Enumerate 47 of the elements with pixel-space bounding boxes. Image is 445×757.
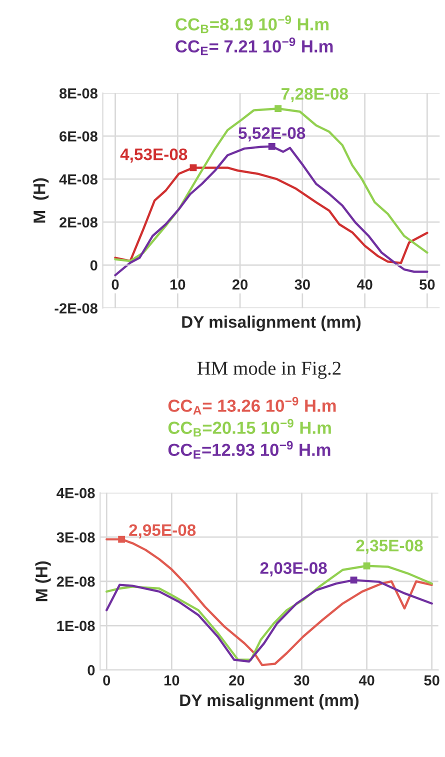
x-tick-label: 30 bbox=[294, 279, 310, 290]
y-tick-label: 2E-08 bbox=[60, 217, 98, 228]
point bbox=[190, 164, 197, 172]
x-tick-label: 10 bbox=[164, 675, 180, 686]
point bbox=[274, 105, 282, 112]
annotation: 2,95E-08 bbox=[129, 524, 196, 538]
point bbox=[268, 142, 276, 150]
x-tick-label: 30 bbox=[294, 675, 310, 686]
x-tick-label: 40 bbox=[358, 675, 374, 686]
text: CC$_{B}$=20.15 10$^{−9}$ H.m bbox=[168, 418, 331, 437]
text: CC$_{E}$=12.93 10$^{−9}$ H.m bbox=[168, 440, 330, 459]
annotation: 7,28E-08 bbox=[282, 88, 348, 102]
x-axis-title: DY misalignment (mm) bbox=[180, 694, 359, 710]
point bbox=[350, 576, 358, 584]
text: CC$_{A}$= 13.26 10$^{−9}$ H.m bbox=[168, 396, 336, 414]
x-tick-label: 40 bbox=[356, 279, 372, 290]
y-tick-label: 0 bbox=[90, 260, 98, 271]
y-tick-label: -2E-08 bbox=[54, 303, 98, 314]
y-tick-label: 1E-08 bbox=[57, 620, 95, 632]
point bbox=[118, 536, 126, 543]
line-series bbox=[114, 105, 428, 262]
x-tick-label: 50 bbox=[424, 675, 440, 686]
y-tick-label: 2E-08 bbox=[56, 576, 95, 587]
y-tick-label: 0 bbox=[88, 665, 95, 676]
y-axis-title: M (H) bbox=[33, 178, 49, 223]
point bbox=[363, 562, 370, 570]
x-tick-label: 20 bbox=[229, 675, 244, 686]
x-tick-label: 50 bbox=[420, 279, 435, 290]
y-tick-label: 3E-08 bbox=[56, 532, 95, 543]
y-tick-label: 4E-08 bbox=[56, 488, 95, 498]
x-axis-title: DY misalignment (mm) bbox=[182, 316, 361, 332]
annotation: 2,35E-08 bbox=[356, 540, 423, 554]
x-tick-label: 20 bbox=[232, 279, 248, 290]
x-tick-label: 10 bbox=[170, 279, 186, 290]
line-series bbox=[106, 576, 433, 663]
chart-title: HM mode in Fig.2 bbox=[197, 361, 341, 379]
y-tick-label: 6E-08 bbox=[60, 131, 98, 142]
text: CC$_{E}$= 7.21 10$^{−9}$ H.m bbox=[176, 37, 333, 56]
y-axis-title: M (H) bbox=[35, 561, 51, 602]
annotation: 2,03E-08 bbox=[260, 562, 327, 576]
y-tick-label: 4E-08 bbox=[59, 174, 98, 185]
x-tick-label: 0 bbox=[112, 279, 119, 290]
annotation: 4,53E-08 bbox=[120, 148, 188, 163]
annotation: 5,52E-08 bbox=[238, 127, 306, 142]
y-tick-label: 8E-08 bbox=[59, 88, 98, 99]
x-tick-label: 0 bbox=[103, 675, 110, 686]
text: CC$_{B}$=8.19 10$^{−9}$ H.m bbox=[176, 15, 329, 34]
